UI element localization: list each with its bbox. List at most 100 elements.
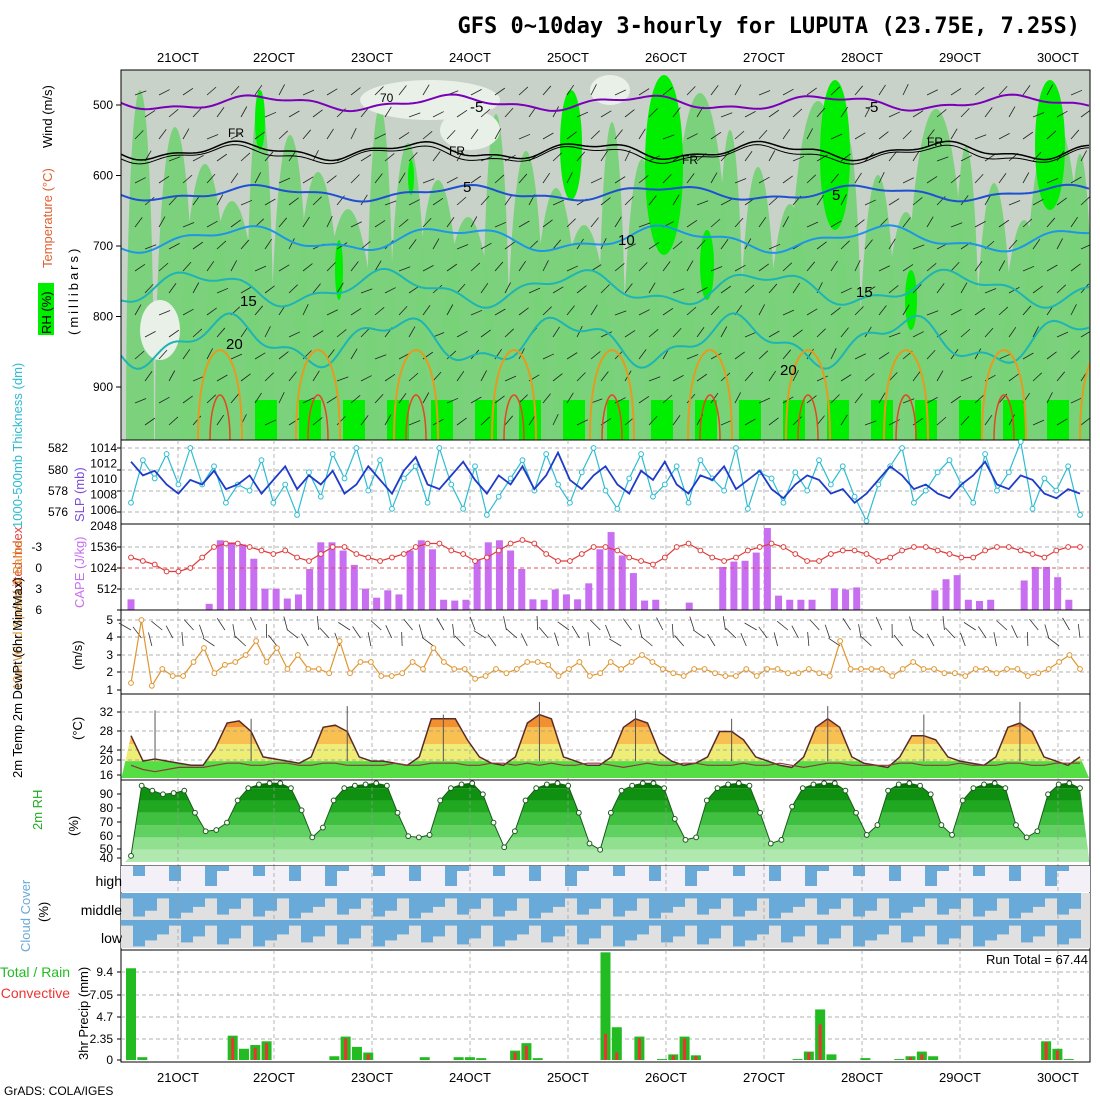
cloud-bar: [877, 893, 889, 899]
rh2m-series-marker: [842, 787, 849, 794]
wind-barb: [518, 133, 531, 140]
rh2m-series-marker: [778, 836, 785, 843]
thickness-series-marker: [163, 451, 170, 457]
rh2m-series-marker: [405, 833, 412, 840]
wind-barb: [648, 195, 657, 206]
slp-tick-label: 1014: [90, 441, 117, 455]
cloud-bar: [361, 920, 373, 926]
wind10-series-marker: [461, 666, 468, 672]
wind-barb: [936, 156, 949, 162]
wind-barb: [974, 261, 983, 272]
lifted-index-series-marker: [756, 544, 763, 550]
cloud-bar: [301, 893, 313, 913]
y-tick-label: 50: [100, 842, 114, 856]
wind-barb: [312, 370, 320, 382]
rh2m-series-marker: [522, 797, 529, 804]
wind-barb: [216, 287, 229, 294]
wind-barb: [456, 283, 466, 294]
wind-barb: [854, 172, 862, 184]
wind-barb: [360, 288, 373, 294]
wind10-barb: [909, 616, 914, 631]
run-total: Run Total = 67.44: [986, 952, 1088, 967]
wind10-series-marker: [951, 670, 958, 677]
hot-contour-line: [993, 394, 1015, 440]
wind-barb: [734, 217, 744, 228]
wind-barb: [912, 197, 923, 206]
wind10-series-marker: [847, 666, 854, 672]
wind-barb: [888, 198, 900, 206]
cape-tick-label: 1536: [90, 540, 117, 554]
wind10-barb: [1011, 625, 1018, 639]
wind-barb: [638, 349, 647, 360]
wind-barb: [182, 308, 194, 316]
rh2m-series-marker: [789, 803, 796, 810]
rh-core: [645, 75, 683, 255]
wind-barb: [590, 217, 599, 228]
wind-barb: [686, 173, 695, 184]
wind-barb: [984, 153, 996, 162]
thickness-series-marker: [816, 457, 822, 464]
cloud-bar: [889, 893, 901, 919]
thickness-series-marker: [1065, 463, 1072, 470]
wind-barb: [230, 85, 240, 96]
wind-barb: [192, 241, 204, 250]
wind-barb: [974, 221, 986, 228]
precip-total-bar: [238, 1048, 249, 1060]
wind-barb: [878, 172, 885, 184]
cape-bar: [462, 599, 470, 610]
wind-barb: [576, 372, 586, 382]
rh2m-series-marker: [725, 781, 732, 788]
wind-barb: [134, 177, 146, 184]
lifted-index-series-marker: [531, 540, 538, 547]
slp-tick-label: 1012: [90, 457, 117, 471]
cape-bar: [942, 579, 950, 610]
wind-barb: [912, 371, 921, 382]
wind-barb: [360, 154, 372, 162]
rh-dry: [140, 300, 180, 360]
wind-barb: [264, 151, 274, 162]
wind-barb: [600, 331, 612, 338]
rh-lowlevel: [343, 400, 365, 440]
wind-barb: [264, 238, 273, 250]
wind-barb: [182, 222, 195, 228]
cloud-bar: [937, 866, 949, 871]
wind-barb: [192, 155, 204, 162]
lifted-index-series-marker: [626, 554, 633, 561]
cloud-bar: [457, 920, 469, 945]
rh2m-series-marker: [735, 780, 742, 787]
thickness-series-marker: [258, 457, 265, 464]
contour-label: -5: [470, 99, 483, 116]
wind-barb: [864, 239, 873, 250]
wind-barb: [1070, 350, 1080, 360]
y-tick-label: 9.4: [96, 965, 113, 979]
wind10-series-marker: [941, 670, 948, 677]
wind-barb: [686, 133, 698, 140]
contour-label: -5: [865, 99, 878, 116]
wind-barb: [278, 130, 289, 140]
wind10-series-marker: [409, 659, 416, 665]
cape-bar: [261, 588, 269, 610]
cloud-bar: [277, 893, 289, 899]
wind10-barb: [1044, 624, 1050, 639]
wind10-barb: [452, 624, 455, 639]
wind-barb: [542, 132, 554, 140]
cloud-bar: [253, 920, 265, 947]
thickness-series-marker: [875, 481, 882, 488]
cape-bar: [540, 599, 548, 610]
y-tick-label: 60: [100, 829, 114, 843]
wind10-series-marker: [326, 670, 333, 677]
wind-barb: [926, 216, 934, 228]
lifted-index-series-marker: [175, 568, 182, 575]
cape-bar: [1031, 566, 1039, 610]
warm-contour-line: [785, 348, 831, 440]
wind-barb: [422, 392, 430, 404]
wind-barb: [504, 328, 515, 338]
wind-barb: [158, 310, 171, 316]
wind-barb: [816, 194, 825, 206]
rh2m-series-marker: [821, 780, 827, 787]
wind-barb: [864, 286, 876, 294]
lifted-index-series-marker: [792, 551, 799, 557]
wind10-series-marker: [430, 645, 437, 651]
wind-barb: [326, 216, 333, 228]
wind-barb: [528, 106, 537, 118]
